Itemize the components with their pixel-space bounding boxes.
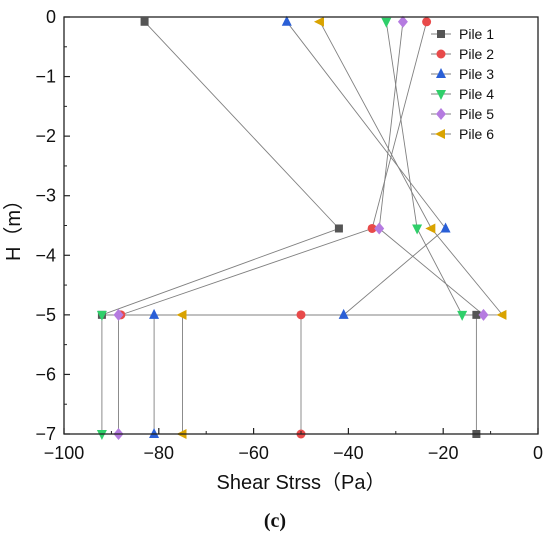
data-point <box>397 15 408 28</box>
legend-label: Pile 5 <box>459 106 494 122</box>
x-tick-label: 0 <box>533 443 543 463</box>
series-markers-4 <box>96 17 468 440</box>
series-4 <box>101 21 463 434</box>
data-point <box>296 310 306 320</box>
data-point <box>422 17 432 27</box>
series-3 <box>153 21 447 434</box>
legend-label: Pile 2 <box>459 46 494 62</box>
y-tick-label: −3 <box>35 186 56 206</box>
y-tick-label: −5 <box>35 305 56 325</box>
legend-marker <box>436 68 446 78</box>
legend-label: Pile 6 <box>459 126 494 142</box>
data-point <box>176 309 187 320</box>
data-point <box>149 428 160 438</box>
legend-label: Pile 1 <box>459 26 494 42</box>
data-point <box>149 308 160 319</box>
y-tick-label: −4 <box>35 245 56 265</box>
y-axis-title: H（m） <box>2 190 25 261</box>
data-point <box>412 224 423 235</box>
data-point <box>374 222 385 235</box>
data-point <box>96 310 107 321</box>
legend-label: Pile 4 <box>459 86 494 102</box>
data-point <box>367 223 377 233</box>
data-point <box>334 224 343 233</box>
data-point <box>140 17 149 26</box>
x-tick-label: −60 <box>238 443 269 463</box>
y-tick-label: −1 <box>35 67 56 87</box>
y-tick-label: −6 <box>35 364 56 384</box>
x-tick-label: −80 <box>144 443 175 463</box>
data-point <box>478 308 489 321</box>
data-point <box>281 15 292 26</box>
legend-marker <box>436 108 446 120</box>
data-point <box>457 310 468 321</box>
series-markers-1 <box>97 17 481 438</box>
series-markers-2 <box>116 17 432 439</box>
panel-label: (c) <box>264 510 286 532</box>
y-tick-label: −7 <box>35 424 56 444</box>
data-point <box>313 16 324 27</box>
x-tick-label: −40 <box>333 443 364 463</box>
series-line <box>153 21 447 434</box>
legend-marker <box>435 129 445 139</box>
data-point <box>440 222 451 233</box>
x-tick-label: −100 <box>44 443 85 463</box>
series-layer <box>96 15 507 440</box>
series-markers-6 <box>176 16 507 439</box>
data-point <box>496 309 507 320</box>
data-point <box>113 308 124 321</box>
data-point <box>472 310 481 319</box>
y-tick-label: −2 <box>35 126 56 146</box>
series-markers-3 <box>149 15 451 438</box>
data-point <box>381 17 392 28</box>
legend-marker <box>437 30 445 38</box>
data-point <box>338 308 349 319</box>
legend-marker <box>436 90 446 100</box>
data-point <box>96 430 107 440</box>
legend: Pile 1 Pile 2 Pile 3 Pile 4 Pile 5 Pile 6 <box>431 26 494 142</box>
series-line <box>101 21 463 434</box>
legend-marker <box>436 49 446 59</box>
data-point <box>425 223 436 234</box>
x-tick-label: −20 <box>428 443 459 463</box>
series-markers-5 <box>113 15 489 440</box>
ticks-layer: −100 −80 −60 −40 −20 0 0 −1 −2 −3 −4 −5 −6 −7 <box>35 7 543 463</box>
legend-label: Pile 3 <box>459 66 494 82</box>
y-tick-label: 0 <box>46 7 56 27</box>
x-axis-title: Shear Strss（Pa） <box>217 471 386 494</box>
